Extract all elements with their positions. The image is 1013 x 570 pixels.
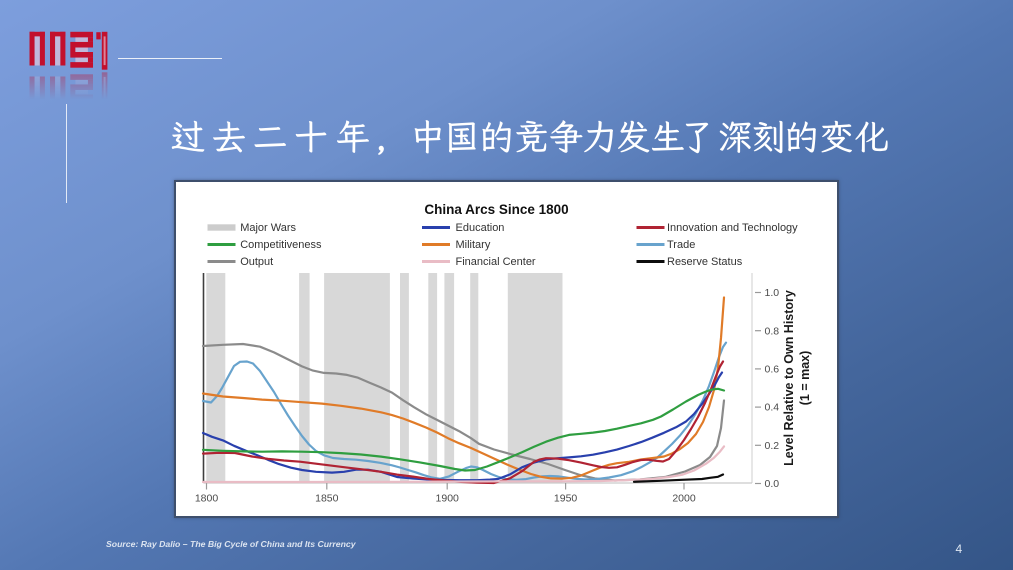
svg-text:Military: Military <box>455 239 490 251</box>
svg-text:Output: Output <box>240 256 273 268</box>
svg-text:0.2: 0.2 <box>764 439 779 451</box>
svg-text:1800: 1800 <box>194 492 218 504</box>
svg-text:1.0: 1.0 <box>764 287 779 299</box>
svg-text:Major Wars: Major Wars <box>240 222 296 234</box>
svg-text:0.4: 0.4 <box>764 401 779 413</box>
svg-text:Trade: Trade <box>667 239 695 251</box>
svg-text:Reserve Status: Reserve Status <box>667 256 743 268</box>
svg-text:0.8: 0.8 <box>764 325 779 337</box>
svg-text:Level Relative to Own History: Level Relative to Own History <box>782 290 796 466</box>
svg-text:1950: 1950 <box>553 492 577 504</box>
svg-text:(1 = max): (1 = max) <box>798 350 812 405</box>
svg-text:Innovation and Technology: Innovation and Technology <box>667 222 798 234</box>
svg-text:Competitiveness: Competitiveness <box>240 239 322 251</box>
svg-text:Financial Center: Financial Center <box>455 256 535 268</box>
svg-text:1900: 1900 <box>435 492 459 504</box>
svg-text:0.0: 0.0 <box>764 478 779 490</box>
svg-text:1850: 1850 <box>315 492 339 504</box>
svg-text:China Arcs Since 1800: China Arcs Since 1800 <box>424 202 568 217</box>
svg-text:2000: 2000 <box>672 492 696 504</box>
svg-text:0.6: 0.6 <box>764 363 779 375</box>
svg-text:Education: Education <box>455 222 504 234</box>
